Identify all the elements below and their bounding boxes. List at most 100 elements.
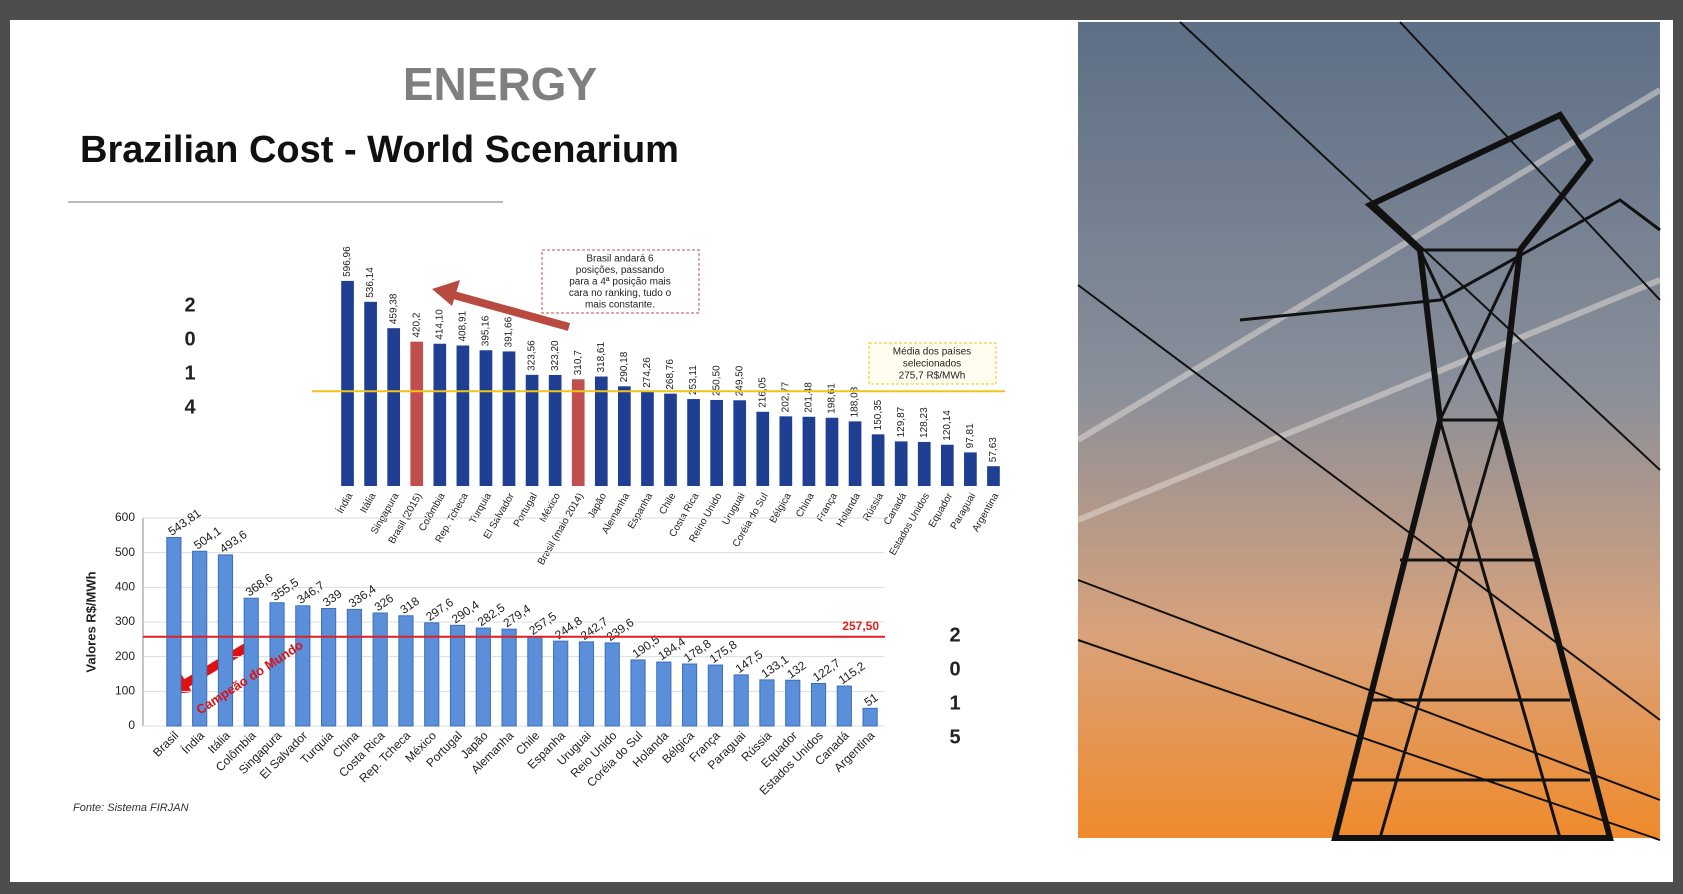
kicker: ENERGY (403, 58, 597, 110)
bar (863, 708, 877, 726)
bar (410, 342, 423, 486)
bar (941, 445, 954, 486)
bar (872, 434, 885, 486)
bar (849, 421, 862, 486)
value-label: 120,14 (942, 410, 953, 441)
bar (450, 625, 464, 726)
value-label: 391,66 (504, 316, 515, 347)
y-tick-label: 100 (115, 684, 135, 698)
bar (341, 281, 354, 486)
bar (167, 537, 181, 726)
bar (364, 302, 377, 486)
y-tick-label: 500 (115, 545, 135, 559)
value-label: 323,56 (527, 340, 538, 371)
value-label: 129,87 (896, 406, 907, 437)
annotation: mais constante. (585, 300, 655, 311)
bar (964, 452, 977, 486)
year-digit: 4 (184, 396, 196, 418)
value-label: 57,63 (988, 437, 999, 462)
bar (433, 344, 446, 486)
y-axis-title: Valores R$/MWh (83, 571, 98, 672)
bar (687, 399, 700, 486)
bar (811, 683, 825, 726)
bar (760, 680, 774, 726)
year-digit: 2 (184, 294, 195, 316)
year-digit: 0 (184, 328, 195, 350)
bar (641, 392, 654, 486)
bar (733, 400, 746, 486)
value-label: 274,26 (642, 357, 653, 388)
average-label: selecionados (903, 359, 961, 370)
bar (756, 412, 769, 486)
value-label: 459,38 (388, 293, 399, 324)
bar (708, 665, 722, 726)
bar (664, 394, 677, 486)
bar (296, 606, 310, 726)
value-label: 414,10 (434, 309, 445, 340)
bar (528, 637, 542, 726)
value-label: 202,77 (780, 381, 791, 412)
value-label: 310,7 (573, 350, 584, 375)
bar (631, 660, 645, 726)
value-label: 536,14 (365, 267, 376, 298)
bar (837, 686, 851, 726)
average-label: 275,7 R$/MWh (899, 371, 966, 382)
bar (579, 642, 593, 726)
annotation: posições, passando (576, 265, 665, 276)
bar (918, 442, 931, 486)
y-tick-label: 600 (115, 510, 135, 524)
bar (387, 328, 400, 486)
value-label: 596,96 (342, 246, 353, 277)
y-tick-label: 300 (115, 614, 135, 628)
year-digit: 1 (949, 692, 960, 714)
value-label: 198,61 (827, 383, 838, 414)
bar (605, 643, 619, 726)
source: Fonte: Sistema FIRJAN (73, 802, 189, 814)
bar (657, 662, 671, 726)
bar (734, 675, 748, 726)
year-digit: 0 (949, 658, 960, 680)
bar (572, 379, 585, 486)
bar (780, 416, 793, 486)
value-label: 395,16 (481, 315, 492, 346)
bar (987, 466, 1000, 486)
photo (1078, 22, 1660, 840)
y-tick-label: 400 (115, 580, 135, 594)
annotation: cara no ranking, tudo o (569, 288, 672, 299)
value-label: 408,91 (458, 310, 469, 341)
average-label: Média dos países (893, 347, 971, 358)
annotation: Brasil andará 6 (586, 254, 654, 265)
value-label: 290,18 (619, 351, 630, 382)
bar (373, 613, 387, 726)
bar (457, 346, 470, 486)
bar (683, 664, 697, 726)
bar (425, 623, 439, 726)
page: ENERGY Brazilian Cost - World Scenarium … (0, 0, 1683, 894)
bar (347, 609, 361, 726)
bar (895, 441, 908, 486)
year-digit: 5 (949, 726, 960, 748)
bar (244, 598, 258, 726)
bar (803, 417, 816, 486)
average-label: 257,50 (842, 619, 879, 633)
bar (322, 608, 336, 726)
value-label: 420,2 (411, 312, 422, 337)
slide-title: Brazilian Cost - World Scenarium (80, 129, 679, 171)
bar (826, 418, 839, 486)
value-label: 97,81 (965, 423, 976, 448)
bar (502, 629, 516, 726)
value-label: 128,23 (919, 407, 930, 438)
bar (786, 680, 800, 726)
year-digit: 1 (184, 362, 195, 384)
annotation: para a 4ª posição mais (569, 277, 671, 288)
bar (595, 377, 608, 486)
year-digit: 2 (949, 624, 960, 646)
bar (476, 628, 490, 726)
bar (503, 351, 516, 486)
y-tick-label: 200 (115, 649, 135, 663)
bar (710, 400, 723, 486)
slide: ENERGY Brazilian Cost - World Scenarium … (0, 0, 1683, 894)
bar (399, 616, 413, 726)
bar (480, 350, 493, 486)
value-label: 268,76 (665, 359, 676, 390)
